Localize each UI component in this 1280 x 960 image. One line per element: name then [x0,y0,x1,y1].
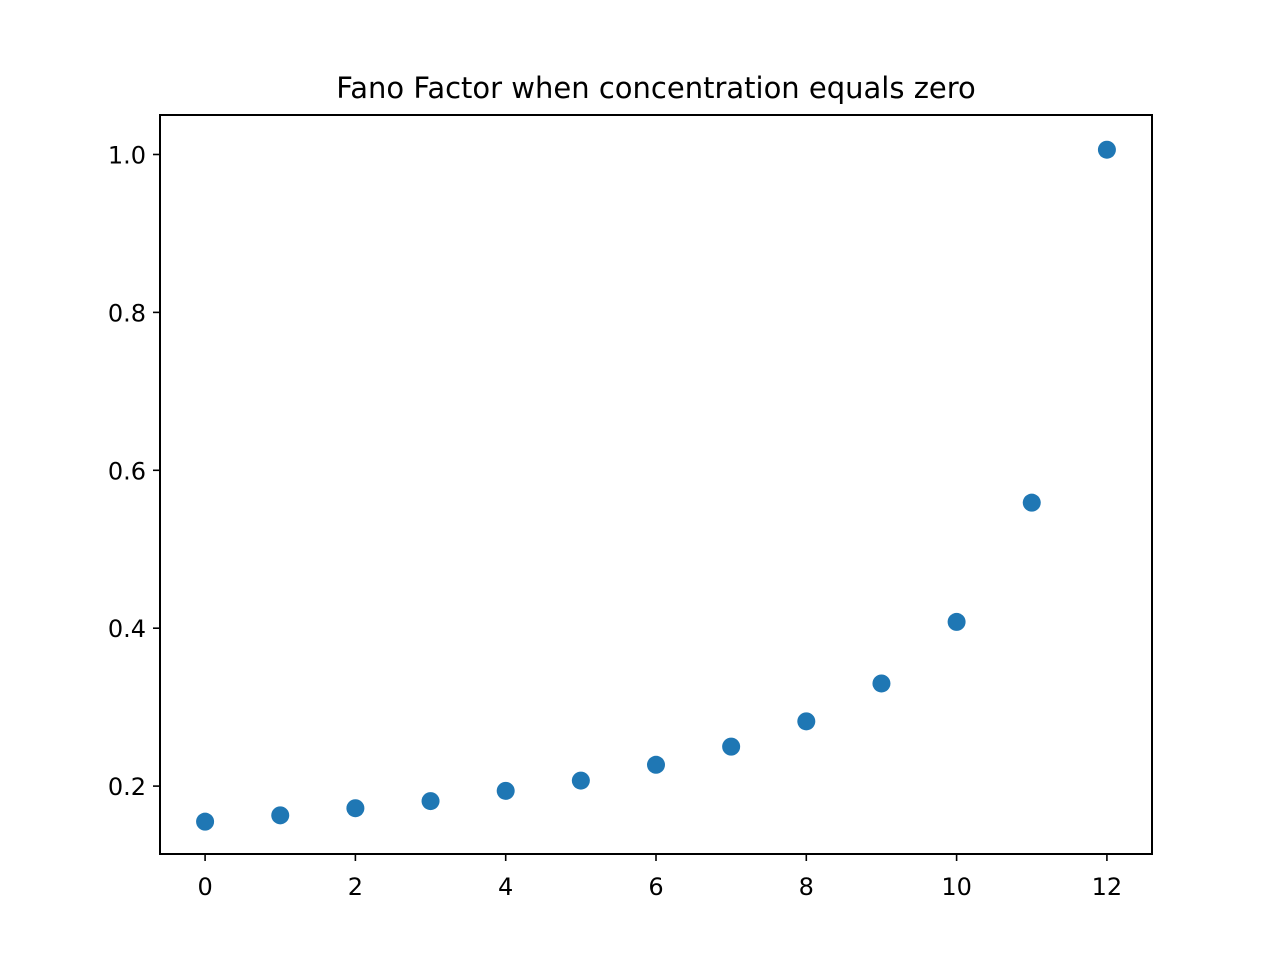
y-tick-label: 1.0 [108,141,146,169]
x-tick-label: 6 [648,873,663,901]
y-tick-label: 0.8 [108,299,146,327]
x-tick-label: 10 [941,873,972,901]
data-point [872,674,891,693]
data-point [271,806,290,825]
data-point [722,737,741,756]
x-tick-label: 2 [348,873,363,901]
x-tick-label: 8 [799,873,814,901]
data-point [947,612,966,631]
data-point [346,799,365,818]
data-points [196,140,1116,831]
data-point [421,792,440,811]
chart-title: Fano Factor when concentration equals ze… [336,71,976,105]
x-axis: 0 2 4 6 8 10 12 [197,854,1122,901]
x-tick-label: 0 [197,873,212,901]
y-tick-label: 0.6 [108,457,146,485]
data-point [196,812,215,831]
data-point [647,755,665,774]
y-tick-label: 0.4 [108,615,146,643]
plot-area-frame [159,114,1153,855]
data-point [1022,493,1041,512]
y-axis: 0.2 0.4 0.6 0.8 1.0 [108,141,160,801]
x-tick-label: 12 [1092,873,1123,901]
data-point [1097,140,1116,159]
y-tick-label: 0.2 [108,773,146,801]
data-point [571,771,590,790]
x-tick-label: 4 [498,873,513,901]
data-point [797,712,816,731]
data-point [496,781,515,800]
